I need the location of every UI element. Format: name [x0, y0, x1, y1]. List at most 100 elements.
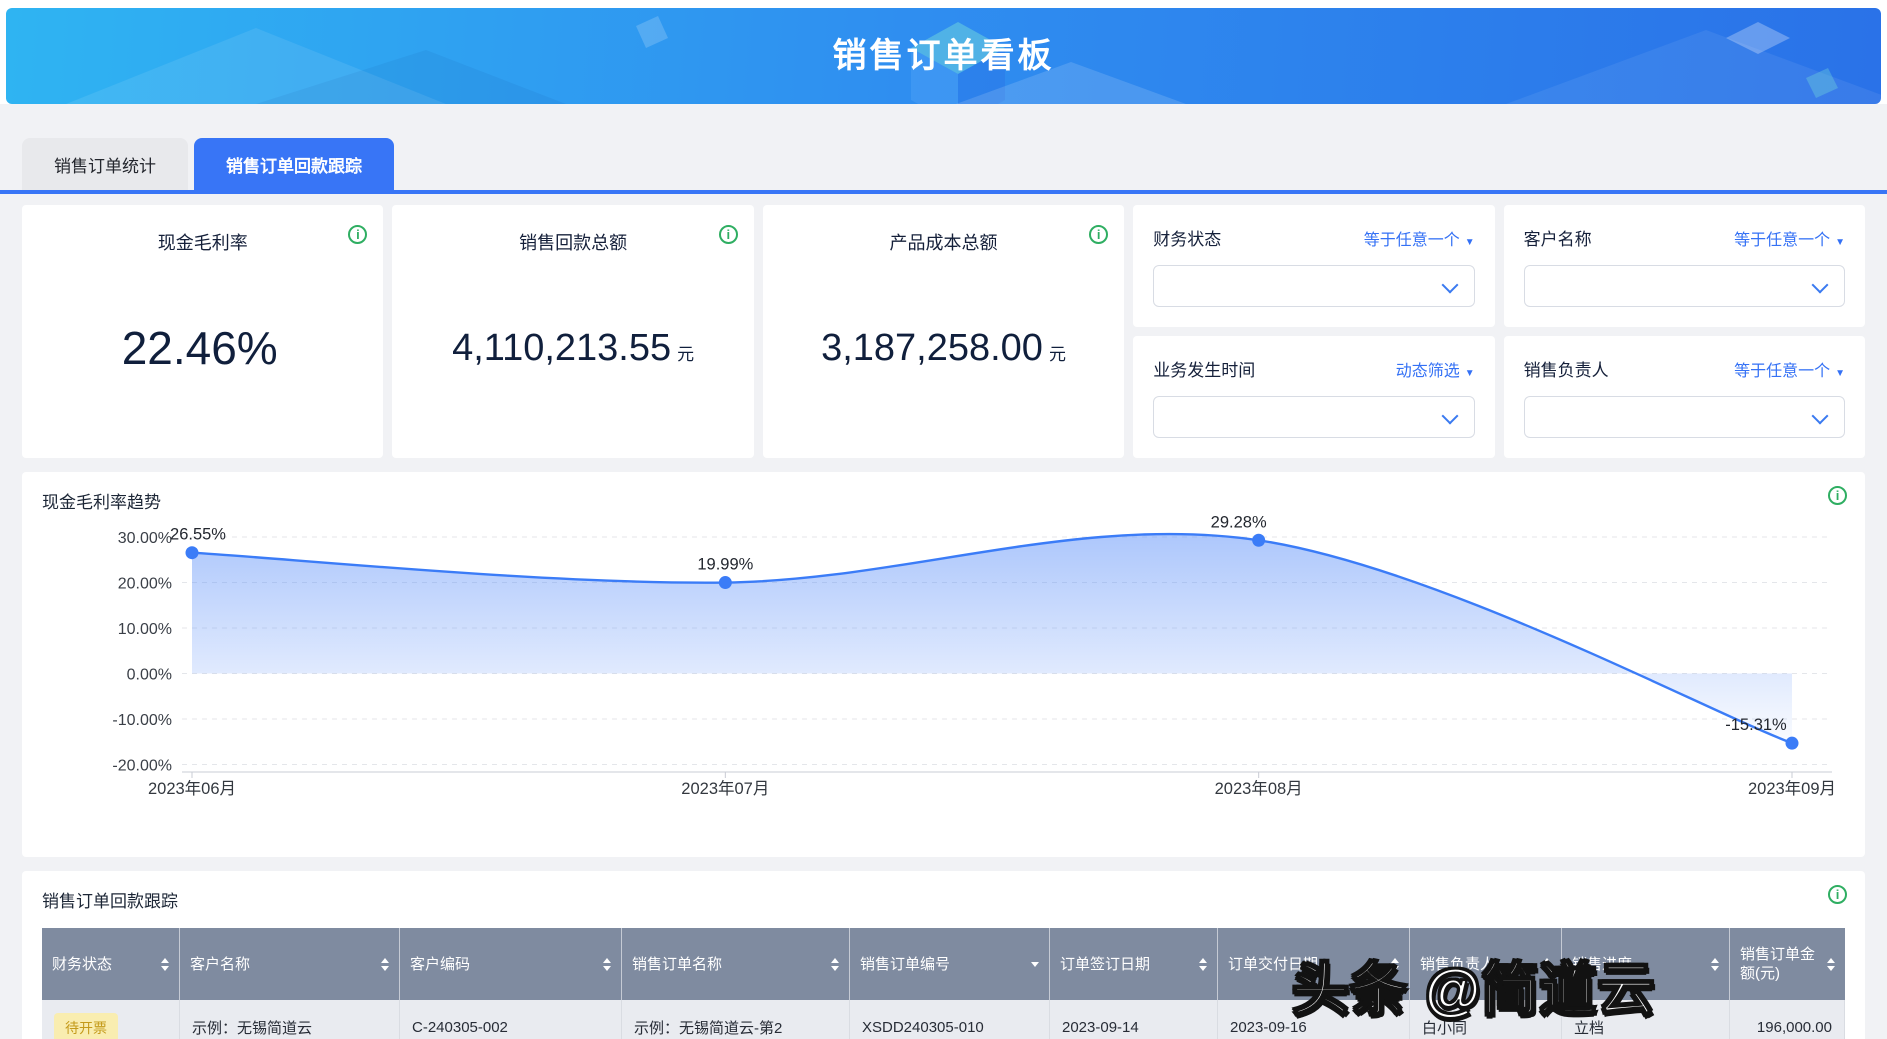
column-label: 销售订单金额(元) [1740, 946, 1816, 982]
svg-text:2023年07月: 2023年07月 [681, 779, 769, 798]
page-title: 销售订单看板 [832, 37, 1055, 75]
info-icon[interactable] [718, 225, 738, 244]
tab-sales-order-payment-tracking[interactable]: 销售订单回款跟踪 [194, 138, 394, 190]
chart-title: 现金毛利率趋势 [42, 493, 161, 512]
filter-financial-status: 财务状态 等于任意一个 [1133, 205, 1495, 327]
order-table-panel: 销售订单回款跟踪 财务状态 客户名称 客户编码 销售订单名称 销售订单编号 订单签订日期 订… [22, 871, 1865, 1039]
table-row: 待开票 示例：无锡简道云 C-240305-002 示例：无锡简道云-第2 XSDD24… [42, 1000, 1845, 1039]
column-label: 客户名称 [190, 955, 251, 973]
kpi-value: 3,187,258.00 元 [763, 327, 1124, 370]
tab-sales-order-stats[interactable]: 销售订单统计 [22, 138, 188, 190]
filter-head: 销售负责人 等于任意一个 [1524, 356, 1845, 381]
sort-icon[interactable] [1391, 957, 1399, 971]
table-title: 销售订单回款跟踪 [42, 892, 178, 911]
sort-icon[interactable] [831, 957, 839, 971]
kpi-unit: 元 [1048, 345, 1066, 364]
table-column-header[interactable]: 财务状态 [42, 928, 180, 1000]
table-column-header[interactable]: 订单交付日期 [1218, 928, 1410, 1000]
svg-text:-15.31%: -15.31% [1725, 716, 1787, 734]
column-label: 订单交付日期 [1228, 955, 1319, 973]
kpi-number: 4,110,213.55 [452, 327, 672, 369]
table-column-header[interactable]: 销售进度 [1562, 928, 1730, 1000]
kpi-value: 4,110,213.55 元 [392, 327, 753, 370]
column-label: 销售进度 [1572, 955, 1633, 973]
column-label: 销售订单名称 [632, 955, 723, 973]
table-column-header[interactable]: 订单签订日期 [1050, 928, 1218, 1000]
sort-icon[interactable] [603, 957, 611, 971]
filter-arrow-icon[interactable] [1031, 961, 1039, 967]
kpi-value: 22.46% [22, 321, 383, 375]
info-icon[interactable] [348, 225, 368, 244]
filter-head: 财务状态 等于任意一个 [1153, 225, 1474, 250]
table-cell: 待开票 [42, 1000, 180, 1039]
table-column-header[interactable]: 销售订单名称 [622, 928, 850, 1000]
filter-column-1: 财务状态 等于任意一个 业务发生时间 动态筛选 [1133, 205, 1495, 458]
info-icon[interactable] [1089, 225, 1109, 244]
table-body: 待开票 示例：无锡简道云 C-240305-002 示例：无锡简道云-第2 XSDD24… [42, 1000, 1845, 1039]
kpi-title: 产品成本总额 [889, 233, 998, 253]
table-column-header[interactable]: 客户编码 [400, 928, 622, 1000]
table-cell: 白小同 [1410, 1000, 1562, 1039]
sort-icon[interactable] [1199, 957, 1207, 971]
column-label: 财务状态 [52, 955, 113, 973]
table-column-header[interactable]: 销售订单金额(元) [1730, 928, 1845, 1000]
status-badge: 待开票 [54, 1012, 118, 1039]
filter-mode-dropdown[interactable]: 等于任意一个 [1734, 226, 1845, 250]
banner-wrap: 销售订单看板 [0, 0, 1887, 104]
column-label: 销售负责人 [1420, 955, 1496, 973]
filter-label: 客户名称 [1523, 230, 1592, 249]
info-icon[interactable] [1828, 885, 1847, 904]
kpi-number: 3,187,258.00 [821, 327, 1043, 369]
column-label: 销售订单编号 [860, 955, 951, 973]
filter-select[interactable] [1523, 265, 1846, 307]
filter-label: 业务发生时间 [1153, 361, 1256, 380]
table-cell: 196,000.00 [1730, 1000, 1845, 1039]
banner: 销售订单看板 [6, 8, 1881, 104]
svg-text:26.55%: 26.55% [170, 526, 226, 544]
filter-mode-dropdown[interactable]: 等于任意一个 [1364, 226, 1475, 250]
trend-chart-svg: 30.00% 20.00% 10.00% 0.00% -10.00% -20.00% 26.… [112, 513, 1836, 798]
table-header-row: 财务状态 客户名称 客户编码 销售订单名称 销售订单编号 订单签订日期 订单交付日期 销售负责… [42, 928, 1845, 1000]
tab-bar: 销售订单统计 销售订单回款跟踪 [0, 138, 1887, 194]
kpi-number: 22.46% [121, 322, 278, 374]
filter-mode-dropdown[interactable]: 动态筛选 [1396, 357, 1475, 381]
kpi-card-total-product-cost: 产品成本总额 3,187,258.00 元 [762, 205, 1125, 458]
svg-text:-10.00%: -10.00% [112, 712, 172, 729]
filter-mode-dropdown[interactable]: 等于任意一个 [1734, 357, 1845, 381]
svg-text:2023年06月: 2023年06月 [148, 779, 236, 798]
filter-select[interactable] [1153, 265, 1475, 307]
sort-icon[interactable] [1827, 957, 1835, 971]
table-column-header[interactable]: 客户名称 [180, 928, 400, 1000]
order-table: 财务状态 客户名称 客户编码 销售订单名称 销售订单编号 订单签订日期 订单交付日期 销售负责… [42, 928, 1845, 1039]
sort-icon[interactable] [161, 957, 169, 971]
table-cell: 示例：无锡简道云-第2 [622, 1000, 850, 1039]
filter-label: 销售负责人 [1523, 361, 1609, 380]
sort-icon[interactable] [1543, 957, 1551, 971]
filter-head: 业务发生时间 动态筛选 [1153, 356, 1474, 381]
kpi-card-total-payment-received: 销售回款总额 4,110,213.55 元 [392, 205, 754, 458]
table-cell: 示例：无锡简道云 [180, 1000, 400, 1039]
banner-decoration [66, 16, 1881, 104]
info-icon[interactable] [1828, 486, 1847, 505]
table-cell: 2023-09-16 [1218, 1000, 1410, 1039]
filter-customer-name: 客户名称 等于任意一个 [1503, 205, 1866, 327]
watermark: 头条 @简道云 [1291, 957, 1656, 1023]
svg-text:29.28%: 29.28% [1211, 513, 1267, 531]
table-cell: XSDD240305-010 [850, 1000, 1050, 1039]
filter-select[interactable] [1153, 396, 1475, 438]
table-cell: 立档 [1562, 1000, 1730, 1039]
table-cell: 2023-09-14 [1050, 1000, 1218, 1039]
kpi-unit: 元 [677, 345, 695, 364]
filter-select[interactable] [1523, 396, 1846, 438]
kpi-title: 销售回款总额 [519, 233, 628, 253]
svg-text:20.00%: 20.00% [118, 576, 172, 593]
table-column-header[interactable]: 销售订单编号 [850, 928, 1050, 1000]
svg-text:2023年08月: 2023年08月 [1215, 779, 1303, 798]
table-column-header[interactable]: 销售负责人 [1410, 928, 1562, 1000]
filter-label: 财务状态 [1153, 230, 1222, 249]
svg-text:19.99%: 19.99% [697, 556, 753, 574]
svg-text:0.00%: 0.00% [127, 667, 172, 684]
kpi-filter-row: 现金毛利率 22.46% 销售回款总额 4,110,213.55 元 产品成本总额… [22, 205, 1866, 458]
sort-icon[interactable] [381, 957, 389, 971]
sort-icon[interactable] [1711, 957, 1719, 971]
